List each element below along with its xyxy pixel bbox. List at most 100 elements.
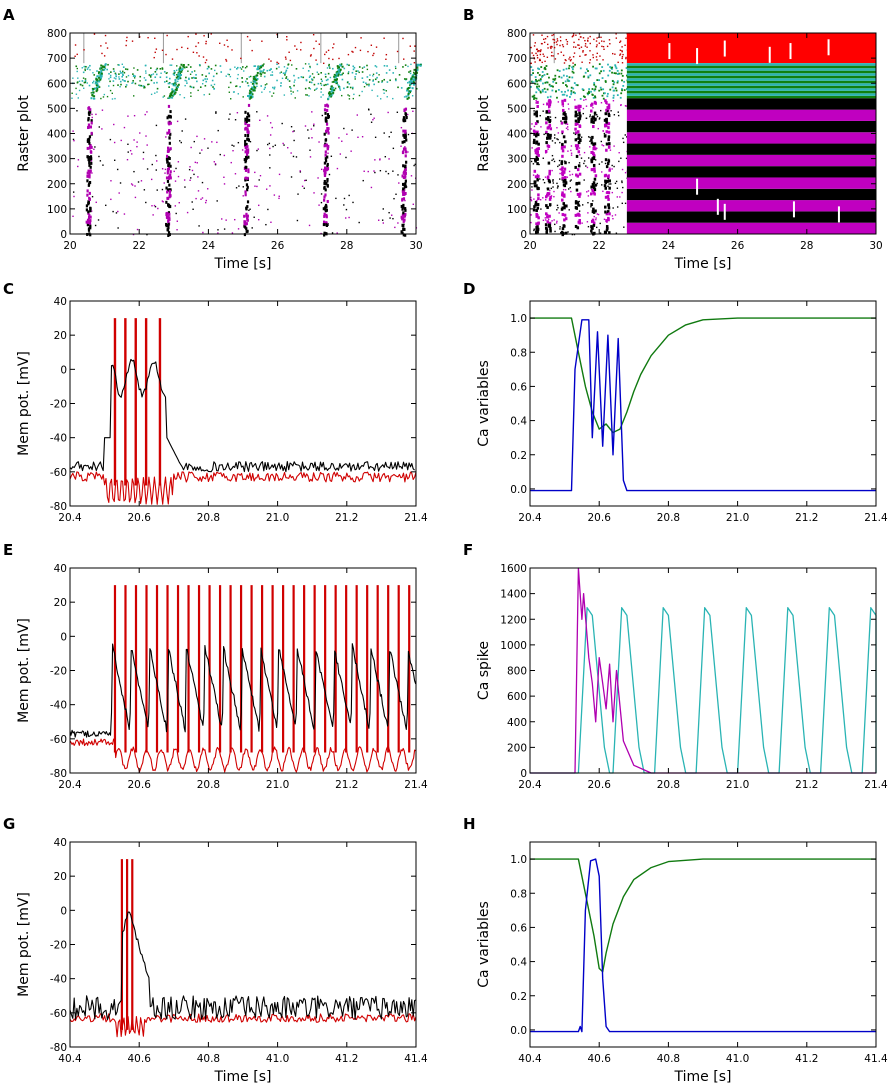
- spike-dot: [384, 155, 387, 158]
- burst-spike: [548, 223, 551, 227]
- spike-dot: [294, 79, 296, 81]
- spike-dot: [309, 65, 311, 68]
- burst-spike: [167, 121, 170, 125]
- spike-dot: [170, 64, 173, 66]
- spike-dot: [325, 51, 328, 53]
- spike-dot: [358, 66, 361, 68]
- spike-dot: [614, 214, 617, 216]
- spike-dot: [615, 232, 618, 234]
- spike-dot: [74, 55, 76, 57]
- spike-dot: [166, 72, 168, 74]
- spike-dot: [373, 170, 375, 172]
- burst-spike: [103, 66, 106, 69]
- spike-dot: [579, 154, 581, 156]
- spike-dot: [90, 92, 93, 94]
- burst-spike: [246, 185, 249, 189]
- spike-dot: [328, 65, 331, 68]
- burst-spike: [608, 186, 611, 190]
- spike-dot: [533, 198, 535, 200]
- spike-dot: [254, 76, 257, 78]
- spike-dot: [180, 71, 183, 73]
- spike-dot: [289, 59, 292, 62]
- burst-spike: [247, 103, 251, 107]
- spike-dot: [539, 178, 541, 180]
- spike-dot: [359, 49, 362, 52]
- spike-dot: [556, 220, 558, 223]
- burst-spike: [256, 78, 259, 81]
- burst-spike: [577, 136, 580, 140]
- burst-spike: [577, 117, 580, 121]
- spike-dot: [587, 201, 589, 204]
- burst-spike: [562, 116, 565, 120]
- burst-spike: [536, 175, 539, 179]
- spike-dot: [621, 202, 623, 205]
- spike-dot: [347, 71, 350, 73]
- burst-spike: [323, 198, 326, 202]
- burst-spike: [536, 120, 539, 124]
- spike-dot: [286, 39, 288, 41]
- spike-dot: [555, 82, 558, 84]
- spike-dot: [606, 103, 608, 105]
- spike-dot: [322, 94, 324, 96]
- burst-spike: [93, 87, 96, 90]
- spike-dot: [269, 185, 271, 187]
- spike-dot: [185, 80, 188, 82]
- spike-dot: [615, 67, 618, 70]
- spike-dot: [133, 74, 135, 77]
- spike-dot: [536, 87, 539, 89]
- burst-spike: [561, 130, 564, 134]
- burst-spike: [546, 116, 550, 120]
- spike-dot: [190, 92, 192, 94]
- burst-spike: [166, 224, 169, 228]
- spike-dot: [309, 88, 312, 90]
- spike-dot: [210, 68, 213, 70]
- burst-spike: [245, 212, 248, 216]
- band-stripe: [626, 211, 876, 223]
- spike-dot: [557, 88, 560, 91]
- burst-spike: [168, 156, 171, 160]
- spike-dot: [537, 88, 540, 90]
- burst-spike: [168, 183, 171, 187]
- spike-dot: [372, 54, 374, 57]
- spike-dot: [612, 94, 615, 97]
- spike-dot: [269, 134, 272, 136]
- burst-spike: [607, 174, 610, 178]
- spike-dot: [254, 65, 257, 67]
- burst-spike: [168, 141, 171, 145]
- burst-spike: [536, 186, 539, 190]
- burst-spike: [179, 66, 182, 69]
- spike-dot: [136, 141, 138, 143]
- spike-dot: [392, 97, 394, 100]
- burst-spike: [536, 230, 539, 234]
- spike-dot: [616, 70, 619, 72]
- spike-dot: [611, 68, 613, 70]
- spike-dot: [260, 75, 262, 77]
- spike-dot: [561, 132, 563, 135]
- spike-dot: [316, 71, 318, 73]
- spike-dot: [189, 179, 191, 181]
- spike-dot: [195, 77, 197, 79]
- spike-dot: [175, 69, 178, 71]
- spike-dot: [570, 90, 573, 92]
- burst-spike: [252, 77, 255, 80]
- spike-dot: [396, 50, 399, 53]
- burst-spike: [244, 193, 247, 197]
- spike-dot: [547, 43, 549, 46]
- spike-dot: [146, 144, 148, 146]
- burst-spike: [548, 169, 551, 173]
- spike-dot: [569, 174, 571, 176]
- burst-spike: [563, 204, 566, 208]
- y-axis-label: Ca variables: [476, 901, 492, 988]
- burst-spike: [86, 174, 89, 178]
- spike-dot: [341, 94, 343, 97]
- spike-dot: [79, 83, 82, 86]
- spike-dot: [568, 170, 571, 173]
- spike-dot: [559, 141, 561, 144]
- spike-dot: [131, 40, 134, 42]
- burst-spike: [324, 119, 327, 123]
- spike-dot: [596, 44, 598, 46]
- spike-dot: [174, 205, 177, 207]
- spike-dot: [286, 67, 289, 70]
- spike-dot: [280, 71, 283, 73]
- spike-dot: [570, 154, 573, 156]
